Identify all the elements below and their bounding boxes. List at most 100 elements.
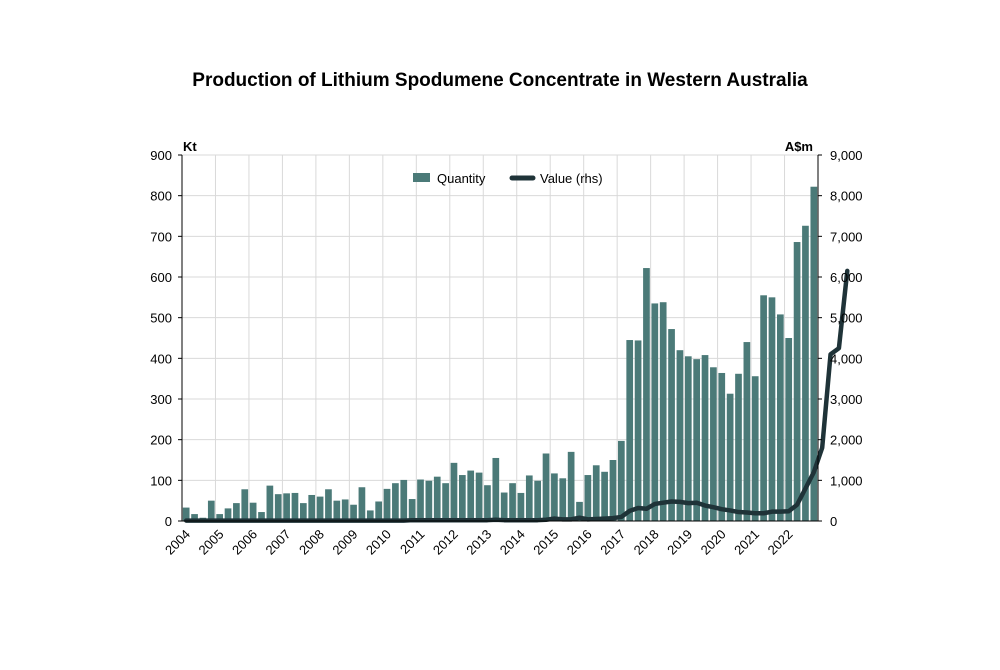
bar-quantity [400, 479, 408, 521]
bar-quantity [576, 501, 583, 521]
bar-quantity [785, 338, 793, 521]
bar-quantity [776, 314, 784, 521]
legend-label-quantity: Quantity [437, 171, 486, 186]
bar-quantity [467, 470, 475, 521]
bar-quantity [191, 514, 198, 521]
bar-quantity [668, 329, 675, 521]
bar-quantity [258, 512, 265, 521]
bar-quantity [484, 485, 491, 521]
x-tick-label: 2016 [564, 527, 595, 558]
bar-quantity [802, 225, 809, 521]
bar-quantity [509, 483, 516, 521]
bar-quantity [643, 268, 650, 521]
x-tick-label: 2017 [597, 527, 628, 558]
bar-quantity [751, 376, 759, 521]
bar-quantity [274, 494, 282, 521]
x-tick-label: 2004 [162, 527, 193, 558]
y-right-tick-label: 2,000 [830, 433, 863, 448]
bar-quantity [233, 503, 240, 521]
bar-quantity [224, 508, 232, 521]
y-left-tick-label: 300 [150, 392, 172, 407]
bar-quantity [383, 488, 391, 521]
y-left-tick-label: 500 [150, 311, 172, 326]
bar-quantity [350, 504, 357, 521]
bar-quantity [299, 503, 307, 521]
bar-quantity [333, 500, 341, 521]
bar-quantity [316, 496, 324, 521]
bar-quantity [567, 451, 575, 521]
bar-quantity [207, 500, 215, 521]
x-tick-label: 2015 [530, 527, 561, 558]
bar-quantity [559, 478, 567, 521]
x-tick-label: 2013 [463, 527, 494, 558]
x-tick-labels: 2004 2005 2006 2007 2008 2009 2010 2011 2012 2013… [162, 527, 796, 558]
bar-quantity [433, 476, 441, 521]
x-tick-label: 2010 [363, 527, 394, 558]
left-tick-labels: 0 100 200 300 400 500 600 700 800 900 [150, 148, 172, 529]
bar-quantity [634, 340, 642, 521]
legend: Quantity Value (rhs) [413, 171, 603, 186]
bar-quantity [366, 510, 374, 521]
y-left-tick-label: 800 [150, 189, 172, 204]
legend-swatch-quantity [413, 173, 430, 182]
x-tick-label: 2014 [497, 527, 528, 558]
bar-quantity [651, 303, 659, 521]
y-right-tick-label: 7,000 [830, 229, 863, 244]
bar-quantity [450, 462, 458, 521]
bar-quantity [408, 499, 416, 521]
y-left-tick-label: 700 [150, 229, 172, 244]
x-tick-label: 2012 [430, 527, 461, 558]
y-right-tick-label: 9,000 [830, 148, 863, 163]
x-tick-label: 2018 [631, 527, 662, 558]
x-tick-label: 2005 [196, 527, 227, 558]
x-tick-label: 2021 [731, 527, 762, 558]
legend-label-value: Value (rhs) [540, 171, 603, 186]
x-tick-label: 2022 [765, 527, 796, 558]
y-right-tick-label: 0 [830, 514, 837, 529]
bar-quantity [308, 494, 316, 521]
x-tick-label: 2006 [229, 527, 260, 558]
bar-quantity [241, 489, 249, 521]
bar-quantity [425, 480, 433, 521]
bar-quantity [626, 340, 634, 521]
bar-quantity [601, 471, 608, 521]
bar-quantity [726, 393, 734, 521]
bar-quantity [216, 514, 224, 521]
bar-quantity [793, 242, 801, 521]
axis-layer [178, 154, 822, 522]
bar-quantity [617, 440, 625, 521]
x-tick-label: 2008 [296, 527, 327, 558]
x-tick-label: 2007 [262, 527, 293, 558]
bar-quantity [584, 475, 592, 521]
x-tick-label: 2020 [698, 527, 729, 558]
bar-quantity [341, 499, 349, 521]
bar-quantity [760, 295, 767, 521]
bar-quantity [417, 479, 424, 521]
right-tick-labels: 0 1,000 2,000 3,000 4,000 5,000 6,000 7,000 8,00… [830, 148, 863, 529]
bar-quantity [592, 465, 600, 521]
bar-quantity [500, 492, 508, 521]
chart-title: Production of Lithium Spodumene Concentr… [192, 70, 808, 91]
bar-quantity [735, 373, 742, 521]
y-left-tick-label: 0 [165, 514, 172, 529]
x-tick-label: 2019 [664, 527, 695, 558]
bar-quantity [325, 489, 332, 521]
y-left-tick-label: 900 [150, 148, 172, 163]
bar-quantity [475, 472, 483, 521]
bar-quantity [542, 453, 550, 521]
y-right-tick-label: 4,000 [830, 351, 863, 366]
y-left-tick-label: 400 [150, 351, 172, 366]
y-right-tick-label: 1,000 [830, 473, 863, 488]
bar-quantity [375, 501, 383, 521]
bar-quantity [701, 355, 709, 521]
x-tick-label: 2011 [397, 527, 427, 557]
bar-quantity [442, 483, 449, 521]
bar-quantity [743, 342, 751, 521]
bar-quantity [609, 460, 617, 521]
bar-quantity [249, 502, 257, 521]
y-left-unit-label: Kt [183, 139, 197, 154]
x-tick-label: 2009 [329, 527, 360, 558]
y-left-tick-label: 600 [150, 270, 172, 285]
bar-quantity [684, 356, 692, 521]
